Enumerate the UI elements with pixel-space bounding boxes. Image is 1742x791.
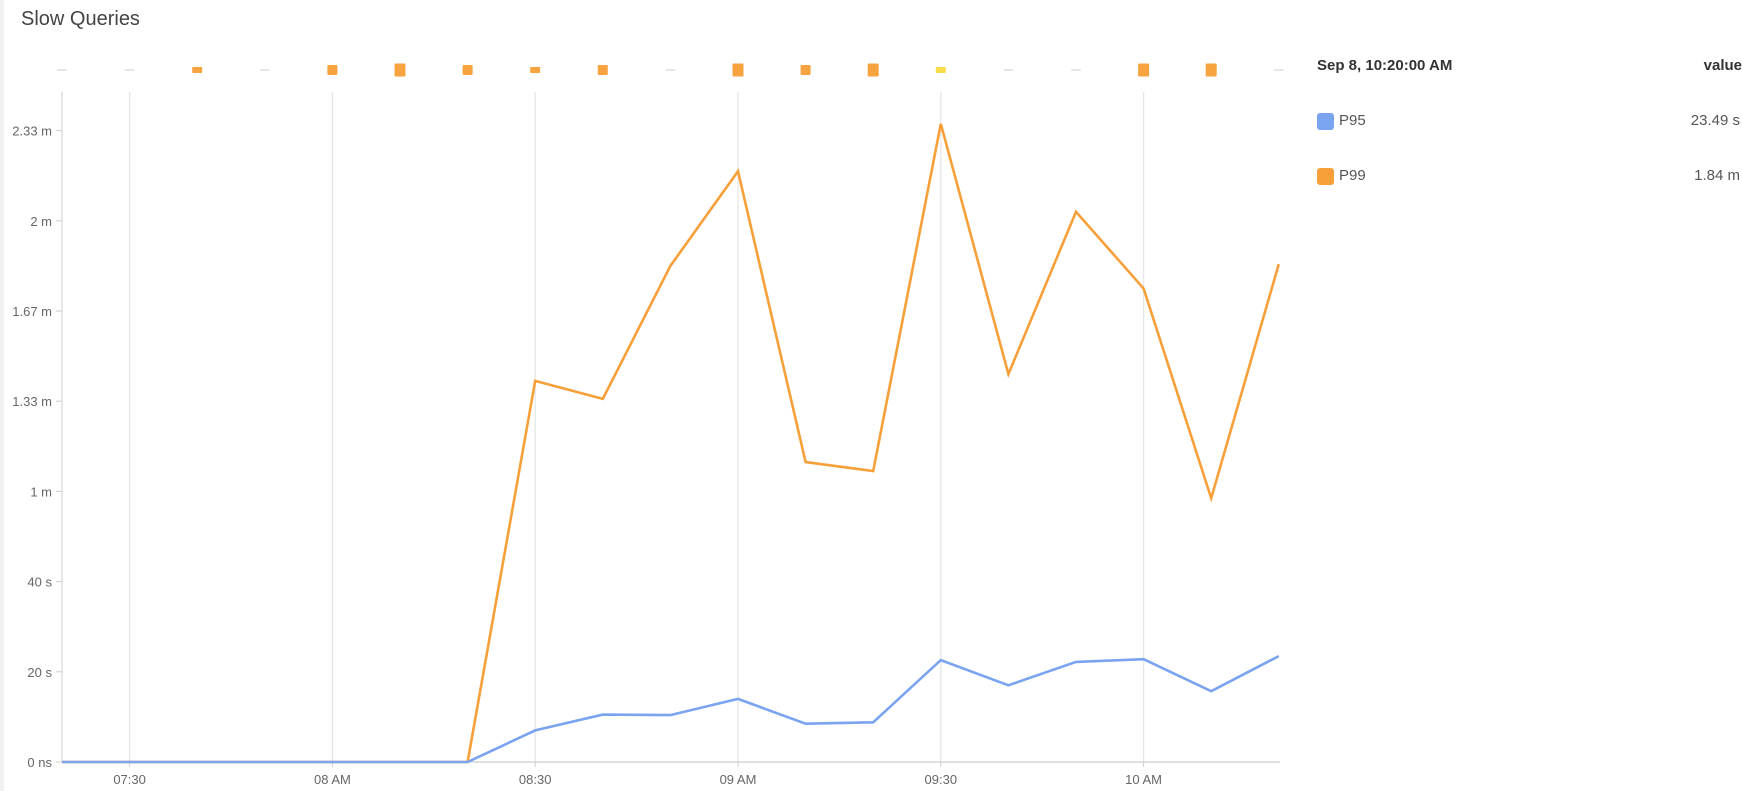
y-tick-label-3: 1 m [30, 484, 52, 499]
annotation-marker-7 [530, 67, 541, 73]
series-line-p95 [62, 654, 1280, 764]
legend-header: Sep 8, 10:20:00 AM value [1317, 57, 1742, 77]
annotation-marker-13 [935, 67, 946, 73]
annotation-marker-15 [1071, 69, 1081, 71]
y-tick-label-1: 20 s [27, 665, 52, 680]
annotation-marker-18 [1273, 69, 1284, 71]
y-tick-label-0: 0 ns [27, 755, 52, 770]
chart-area: 0 ns 20 s 40 s 1 m 1.33 m 1.67 m 2 m 2.33 m 07:3… [12, 63, 1284, 787]
x-tick-label-4: 09:30 [925, 772, 958, 787]
annotation-marker-3 [259, 69, 270, 71]
y-tick-label-2: 40 s [27, 575, 52, 590]
x-tick-label-5: 10 AM [1125, 772, 1162, 787]
annotation-marker-14 [1003, 69, 1014, 71]
legend-name-p99: P99 [1339, 167, 1366, 184]
legend-swatch-p95 [1317, 113, 1334, 130]
y-tick-label-5: 1.67 m [12, 304, 52, 319]
annotation-marker-6 [462, 65, 473, 75]
annotation-marker-9 [665, 69, 676, 71]
annotation-marker-11 [800, 65, 811, 75]
x-tick-label-3: 09 AM [720, 772, 757, 787]
x-tick-label-1: 08 AM [314, 772, 351, 787]
panel-title: Slow Queries [21, 8, 140, 30]
y-tick-label-6: 2 m [30, 214, 52, 229]
annotation-marker-10 [732, 63, 744, 77]
x-tick-label-0: 07:30 [113, 772, 146, 787]
panel-left-border [0, 0, 4, 791]
legend-timestamp: Sep 8, 10:20:00 AM [1317, 57, 1453, 74]
legend-item-p95[interactable]: P95 23.49 s [1317, 110, 1742, 132]
legend-value-p99: 1.84 m [1694, 167, 1740, 184]
legend-value-header: value [1703, 57, 1742, 74]
annotation-marker-2 [192, 67, 203, 73]
annotation-marker-0 [57, 69, 67, 71]
legend-item-p99[interactable]: P99 1.84 m [1317, 165, 1742, 187]
annotation-marker-4 [327, 65, 338, 75]
series-line-p99 [62, 123, 1281, 764]
annotation-marker-12 [867, 63, 879, 77]
annotation-marker-1 [124, 69, 135, 71]
annotation-marker-8 [597, 65, 608, 75]
y-tick-label-4: 1.33 m [12, 394, 52, 409]
annotation-marker-17 [1205, 63, 1217, 77]
x-tick-label-2: 08:30 [519, 772, 552, 787]
annotation-marker-16 [1138, 63, 1150, 77]
legend-name-p95: P95 [1339, 112, 1366, 129]
legend-swatch-p99 [1317, 168, 1334, 185]
legend-value-p95: 23.49 s [1690, 112, 1740, 129]
y-tick-label-7: 2.33 m [12, 124, 52, 139]
annotation-marker-5 [394, 63, 406, 77]
